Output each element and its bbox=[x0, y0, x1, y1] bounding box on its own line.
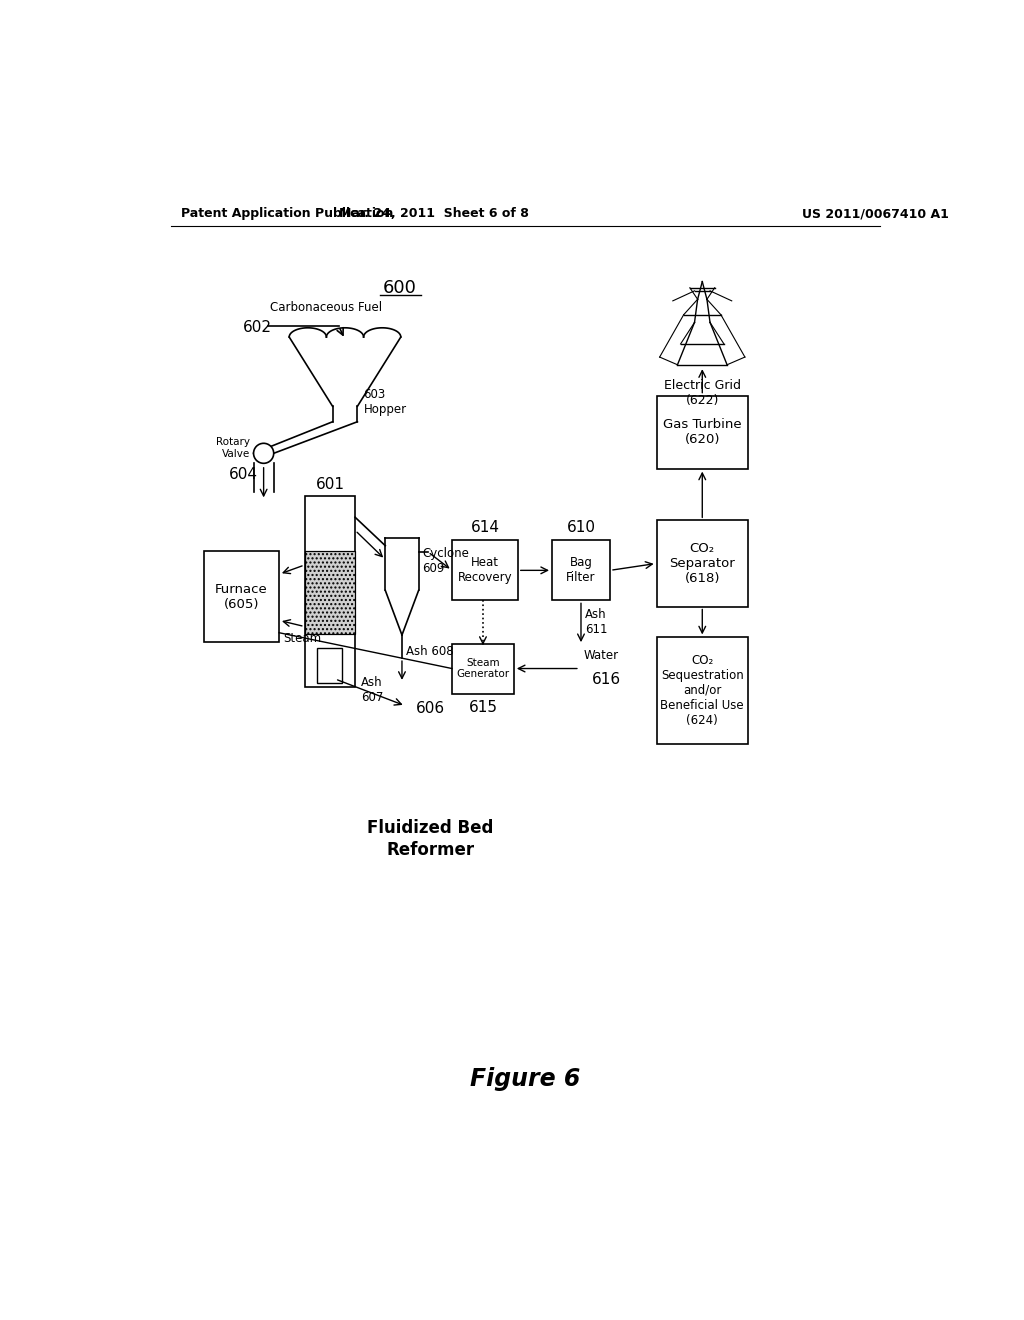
Circle shape bbox=[254, 444, 273, 463]
Bar bbox=[204, 552, 280, 642]
Text: Patent Application Publication: Patent Application Publication bbox=[180, 207, 393, 220]
Text: Ash
611: Ash 611 bbox=[585, 609, 607, 636]
Text: US 2011/0067410 A1: US 2011/0067410 A1 bbox=[802, 207, 949, 220]
Text: Carbonaceous Fuel: Carbonaceous Fuel bbox=[269, 301, 382, 314]
Text: CO₂
Sequestration
and/or
Beneficial Use
(624): CO₂ Sequestration and/or Beneficial Use … bbox=[660, 653, 744, 727]
Text: 603
Hopper: 603 Hopper bbox=[364, 388, 407, 417]
Bar bbox=[305, 552, 355, 635]
Text: Electric Grid
(622): Electric Grid (622) bbox=[664, 379, 740, 407]
Text: 610: 610 bbox=[566, 520, 596, 536]
Text: Water: Water bbox=[584, 649, 618, 663]
Text: Fluidized Bed: Fluidized Bed bbox=[367, 820, 494, 837]
Text: 615: 615 bbox=[468, 700, 498, 715]
Text: 600: 600 bbox=[382, 279, 416, 297]
Bar bbox=[552, 540, 610, 601]
Text: 601: 601 bbox=[315, 477, 344, 491]
Text: Figure 6: Figure 6 bbox=[470, 1067, 580, 1090]
Bar bbox=[305, 496, 355, 686]
Bar bbox=[317, 648, 342, 682]
Bar bbox=[656, 638, 748, 743]
Text: 602: 602 bbox=[243, 321, 271, 335]
Bar bbox=[305, 552, 355, 635]
Text: Ash
607: Ash 607 bbox=[361, 676, 384, 705]
Text: Gas Turbine
(620): Gas Turbine (620) bbox=[663, 418, 741, 446]
Bar bbox=[656, 520, 748, 607]
Text: Heat
Recovery: Heat Recovery bbox=[458, 556, 512, 585]
Text: Steam
Generator: Steam Generator bbox=[457, 657, 510, 680]
Text: 616: 616 bbox=[592, 672, 621, 686]
Text: CO₂
Separator
(618): CO₂ Separator (618) bbox=[670, 543, 735, 585]
Bar bbox=[656, 396, 748, 469]
Text: Cyclone
609: Cyclone 609 bbox=[423, 546, 469, 576]
Text: Rotary
Valve: Rotary Valve bbox=[216, 437, 250, 459]
Text: 614: 614 bbox=[470, 520, 500, 536]
Text: Furnace
(605): Furnace (605) bbox=[215, 582, 268, 611]
Text: Steam: Steam bbox=[283, 631, 322, 644]
Text: Reformer: Reformer bbox=[386, 841, 474, 859]
Text: Ash 608: Ash 608 bbox=[406, 645, 454, 659]
Text: Bag
Filter: Bag Filter bbox=[566, 556, 596, 585]
Text: 606: 606 bbox=[416, 701, 444, 717]
Bar bbox=[452, 644, 514, 693]
Bar bbox=[452, 540, 518, 601]
Text: 604: 604 bbox=[228, 467, 257, 482]
Text: Mar. 24, 2011  Sheet 6 of 8: Mar. 24, 2011 Sheet 6 of 8 bbox=[339, 207, 529, 220]
